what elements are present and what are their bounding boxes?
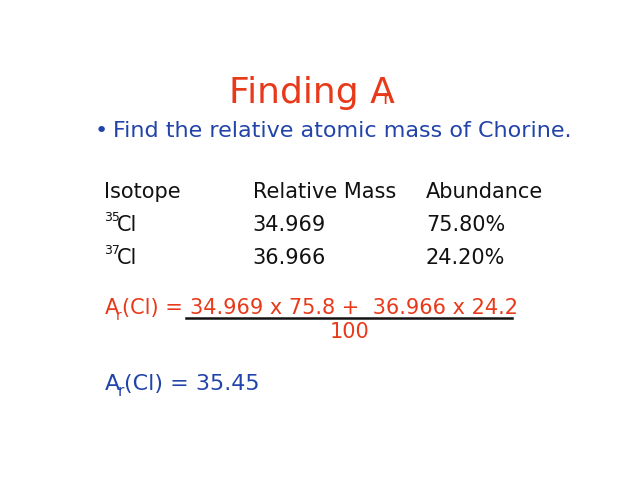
Text: 24.20%: 24.20% (426, 249, 505, 269)
Text: A: A (105, 374, 120, 394)
Text: (Cl) = 35.45: (Cl) = 35.45 (124, 374, 260, 394)
Text: 75.80%: 75.80% (426, 215, 505, 235)
Text: Cl: Cl (117, 215, 138, 235)
Text: r: r (116, 308, 122, 323)
Text: Finding A: Finding A (229, 76, 395, 110)
Text: •: • (94, 121, 108, 141)
Text: r: r (382, 89, 390, 108)
Text: 34.969 x 75.8 +  36.966 x 24.2: 34.969 x 75.8 + 36.966 x 24.2 (189, 298, 517, 318)
Text: 35: 35 (105, 211, 121, 224)
Text: (Cl) =: (Cl) = (122, 298, 189, 318)
Text: Cl: Cl (117, 249, 138, 269)
Text: 34.969: 34.969 (253, 215, 326, 235)
Text: A: A (105, 298, 119, 318)
Text: Isotope: Isotope (105, 182, 181, 202)
Text: Relative Mass: Relative Mass (253, 182, 396, 202)
Text: Find the relative atomic mass of Chorine.: Find the relative atomic mass of Chorine… (114, 121, 572, 141)
Text: 36.966: 36.966 (253, 249, 326, 269)
Text: 37: 37 (105, 244, 121, 257)
Text: r: r (117, 384, 124, 399)
Text: 100: 100 (329, 322, 369, 342)
Text: Abundance: Abundance (426, 182, 543, 202)
